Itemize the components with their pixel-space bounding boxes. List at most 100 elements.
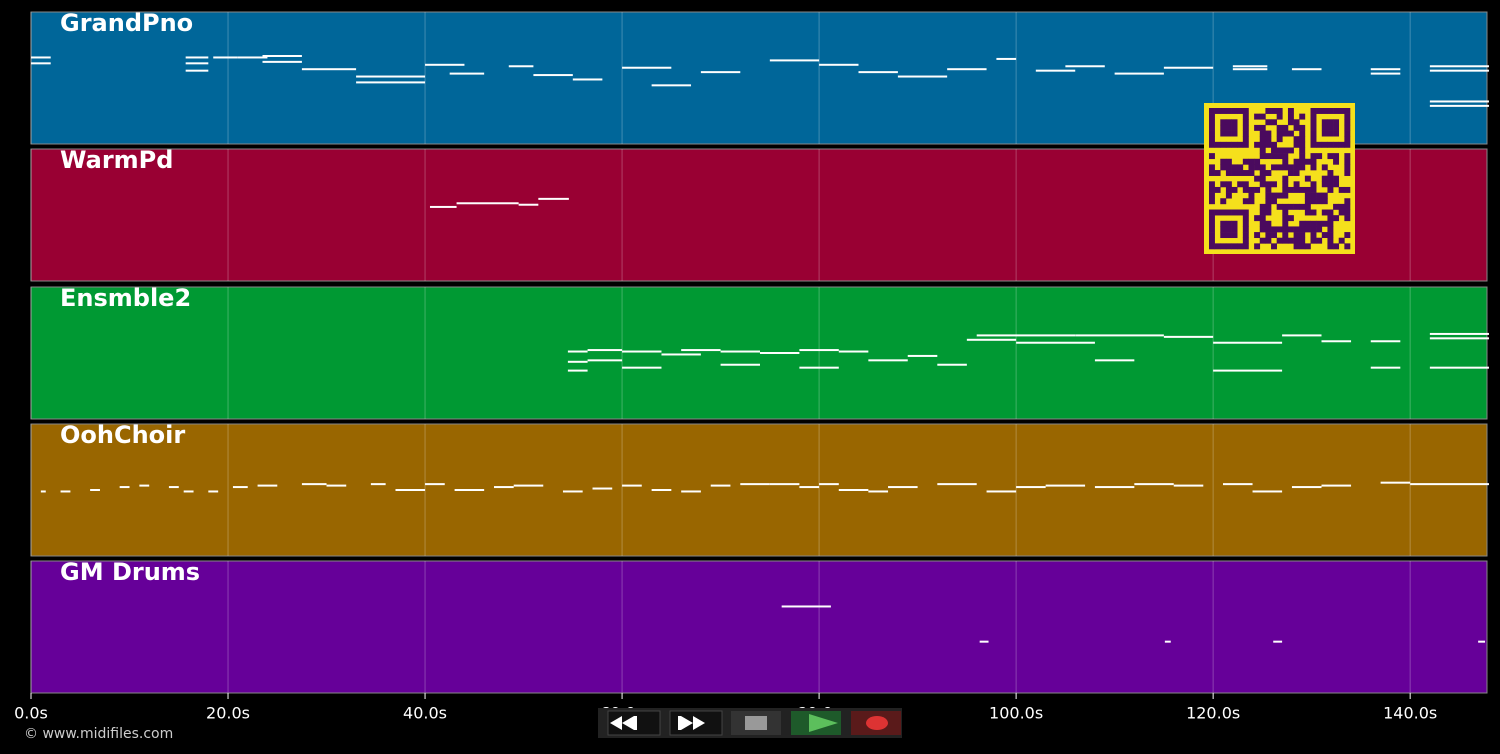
- qr-cell: [1276, 237, 1283, 244]
- note: [1065, 65, 1105, 68]
- qr-cell: [1316, 153, 1323, 160]
- qr-cell: [1287, 108, 1294, 114]
- qr-cell: [1271, 192, 1277, 199]
- qr-cell: [1242, 186, 1249, 193]
- qr-cell: [1344, 164, 1351, 171]
- qr-cell: [1214, 141, 1221, 148]
- qr-cell: [1225, 141, 1232, 148]
- qr-cell: [1299, 232, 1306, 239]
- record-button[interactable]: [851, 711, 901, 735]
- qr-cell: [1287, 130, 1294, 137]
- stop-button[interactable]: [731, 711, 781, 735]
- qr-cell: [1259, 209, 1266, 216]
- track-name: OohChoir: [60, 421, 185, 449]
- qr-cell: [1310, 108, 1317, 114]
- note: [1429, 366, 1489, 369]
- note: [1016, 341, 1095, 344]
- qr-cell: [1259, 181, 1266, 188]
- note: [799, 349, 839, 352]
- qr-cell: [1276, 192, 1283, 199]
- qr-cell: [1344, 215, 1351, 222]
- qr-cell: [1310, 181, 1317, 188]
- qr-cell: [1220, 209, 1227, 216]
- qr-cell: [1344, 108, 1351, 114]
- qr-cell: [1242, 181, 1249, 188]
- note: [1213, 341, 1283, 344]
- qr-cell: [1327, 209, 1334, 216]
- qr-cell: [1242, 215, 1249, 222]
- note: [622, 66, 672, 69]
- qr-cell: [1344, 130, 1351, 137]
- qr-cell: [1327, 141, 1334, 148]
- qr-cell: [1265, 141, 1272, 148]
- qr-cell: [1225, 186, 1232, 193]
- qr-cell: [1293, 170, 1300, 176]
- qr-cell: [1231, 226, 1238, 233]
- qr-cell: [1254, 232, 1261, 239]
- qr-cell: [1271, 141, 1277, 148]
- qr-cell: [1304, 220, 1311, 227]
- note: [395, 489, 426, 491]
- qr-cell: [1265, 192, 1272, 199]
- qr-cell: [1344, 232, 1351, 239]
- note: [986, 490, 1017, 493]
- note: [769, 59, 820, 62]
- qr-cell: [1237, 170, 1244, 176]
- rewind-button[interactable]: [607, 710, 661, 736]
- qr-cell: [1333, 215, 1340, 222]
- track: OohChoir: [30, 421, 1489, 557]
- x-tick-label: 140.0s: [1383, 704, 1437, 723]
- qr-cell: [1259, 203, 1266, 210]
- qr-cell: [1248, 170, 1255, 176]
- note: [838, 350, 869, 353]
- note: [1163, 335, 1214, 338]
- note: [562, 490, 583, 493]
- qr-cell: [1287, 226, 1294, 233]
- qr-cell: [1321, 124, 1328, 131]
- qr-cell: [1293, 226, 1300, 233]
- note: [356, 75, 426, 78]
- qr-cell: [1237, 164, 1244, 171]
- note: [1094, 486, 1135, 489]
- note: [449, 72, 485, 75]
- note: [651, 84, 692, 87]
- qr-cell: [1299, 203, 1306, 210]
- qr-cell: [1225, 220, 1232, 227]
- qr-cell: [1344, 113, 1351, 120]
- note: [518, 203, 539, 206]
- qr-cell: [1299, 141, 1306, 148]
- note: [700, 71, 741, 74]
- note: [937, 483, 977, 486]
- note: [1380, 481, 1411, 484]
- note: [587, 349, 623, 352]
- qr-cell: [1259, 113, 1266, 120]
- qr-cell: [1310, 220, 1317, 227]
- qr-cell: [1259, 220, 1266, 227]
- qr-cell: [1304, 192, 1311, 199]
- qr-cell: [1282, 237, 1289, 244]
- qr-cell: [1333, 181, 1340, 188]
- note: [622, 484, 642, 487]
- forward-button[interactable]: [669, 710, 723, 736]
- qr-cell: [1333, 124, 1340, 131]
- note: [183, 490, 194, 493]
- qr-cell: [1344, 158, 1351, 165]
- note: [681, 349, 721, 352]
- qr-code: [1204, 103, 1355, 254]
- note: [1370, 340, 1401, 343]
- qr-cell: [1293, 232, 1300, 239]
- qr-cell: [1327, 108, 1334, 114]
- note: [1282, 334, 1322, 337]
- track-name: WarmPd: [60, 146, 173, 174]
- qr-cell: [1327, 130, 1334, 137]
- qr-cell: [1209, 198, 1215, 205]
- note: [996, 57, 1017, 60]
- qr-cell: [1265, 119, 1272, 126]
- qr-cell: [1287, 215, 1294, 222]
- qr-cell: [1293, 203, 1300, 210]
- note: [301, 483, 327, 486]
- qr-cell: [1338, 141, 1345, 148]
- play-button[interactable]: [791, 711, 841, 735]
- note: [356, 81, 426, 84]
- qr-cell: [1310, 153, 1317, 160]
